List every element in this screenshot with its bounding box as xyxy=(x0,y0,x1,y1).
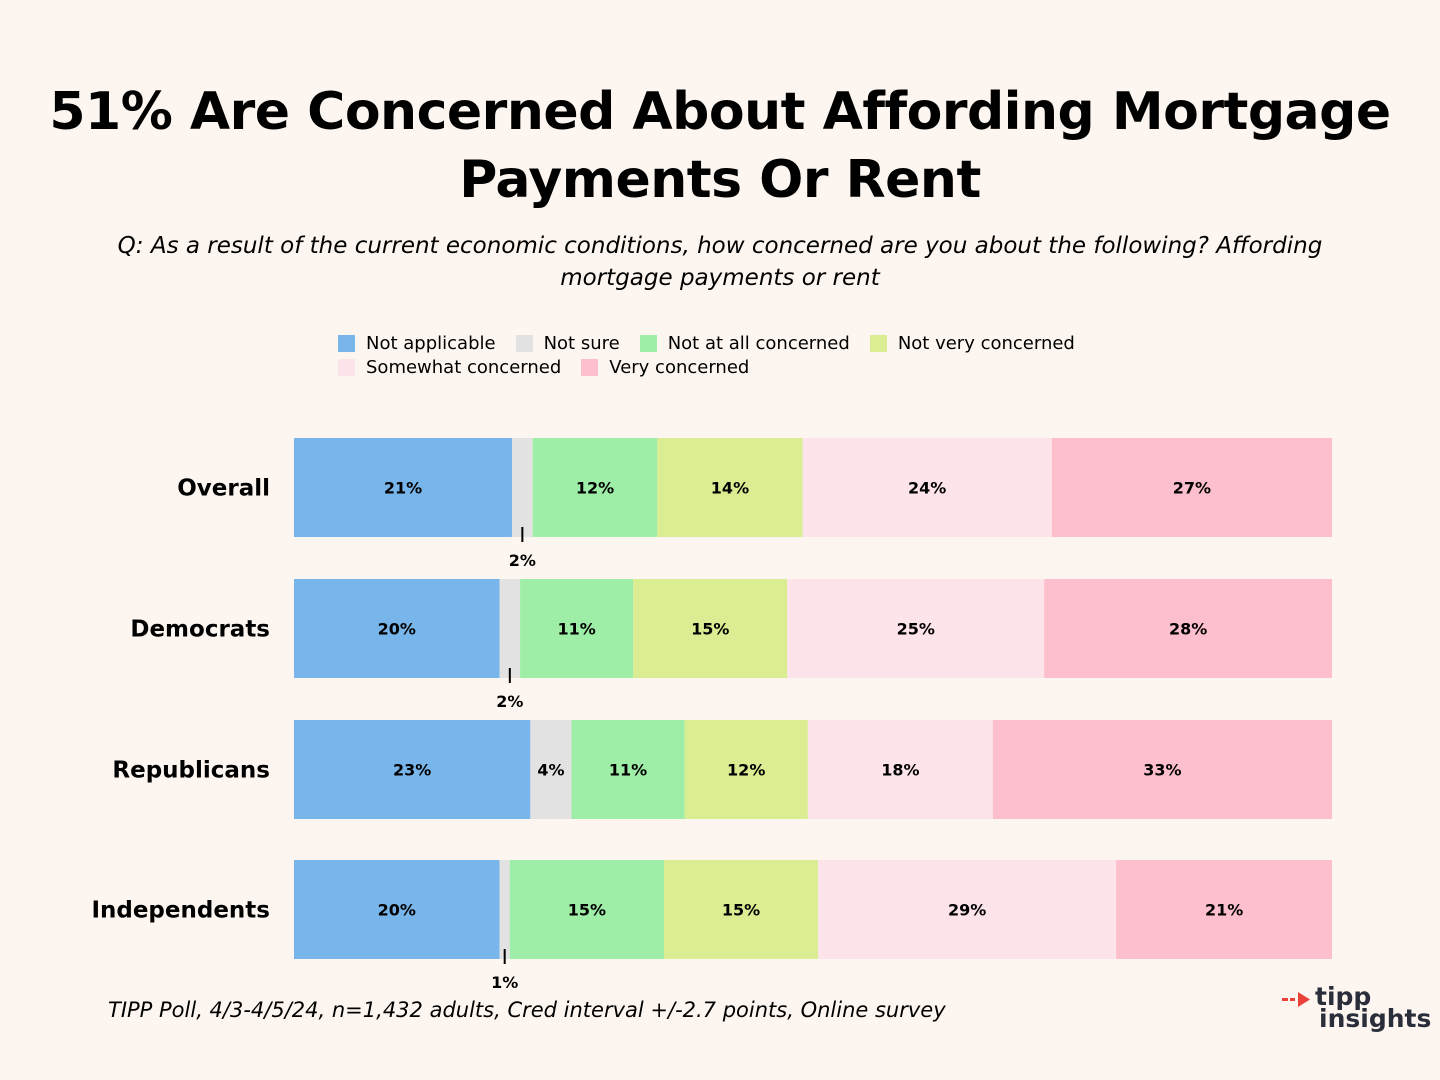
bar-segment xyxy=(633,579,788,678)
legend-swatch xyxy=(869,334,887,352)
bar-segment xyxy=(802,438,1052,537)
chart-title-line2: Payments Or Rent xyxy=(459,150,981,210)
bar-segment xyxy=(499,860,510,959)
data-label: 18% xyxy=(881,761,919,780)
bar-segment xyxy=(663,860,819,959)
data-label: 2% xyxy=(496,692,523,711)
logo-text-insights: insights xyxy=(1319,1004,1432,1033)
data-label: 20% xyxy=(378,901,416,920)
legend-item: Not sure xyxy=(515,332,620,354)
bar-segment xyxy=(818,860,1117,959)
legend-label: Somewhat concerned xyxy=(366,356,562,378)
source-footnote: TIPP Poll, 4/3-4/5/24, n=1,432 adults, C… xyxy=(108,998,946,1022)
bar-segment xyxy=(532,438,658,537)
bar-segment xyxy=(294,720,531,819)
bar-segment xyxy=(520,579,634,678)
data-label: 12% xyxy=(727,761,765,780)
data-label: 14% xyxy=(711,479,749,498)
chart-title: 51% Are Concerned About Affording Mortga… xyxy=(0,78,1440,214)
bar-segment xyxy=(1116,860,1332,959)
legend-label: Not applicable xyxy=(366,332,496,354)
bar-segment xyxy=(511,438,533,537)
bar-segment xyxy=(294,860,500,959)
legend-swatch xyxy=(515,334,533,352)
legend-swatch xyxy=(338,358,355,376)
bar-segment xyxy=(684,720,808,819)
category-label: Independents xyxy=(91,898,270,924)
legend-swatch xyxy=(338,334,355,352)
legend-label: Very concerned xyxy=(609,356,750,378)
bar-segment xyxy=(1044,579,1332,678)
data-label: 11% xyxy=(557,620,595,639)
data-label: 12% xyxy=(576,479,614,498)
chart-title-line1: 51% Are Concerned About Affording Mortga… xyxy=(49,82,1391,142)
bar-segment xyxy=(807,720,993,819)
bar-segment xyxy=(499,579,521,678)
bar-segment xyxy=(571,720,685,819)
bar-segment xyxy=(657,438,803,537)
category-label: Democrats xyxy=(130,617,270,643)
data-label: 33% xyxy=(1143,761,1181,780)
bar-segment xyxy=(530,720,572,819)
data-label: 15% xyxy=(691,620,729,639)
logo-arrow-icon xyxy=(1282,992,1310,1007)
legend-label: Not at all concerned xyxy=(667,332,850,354)
bar-segment xyxy=(294,579,500,678)
category-label: Republicans xyxy=(112,758,270,784)
data-label: 20% xyxy=(378,620,416,639)
data-label: 4% xyxy=(537,761,564,780)
data-label: 21% xyxy=(1205,901,1243,920)
legend-item: Very concerned xyxy=(581,356,750,378)
legend-item: Not at all concerned xyxy=(639,332,850,354)
chart-legend: Not applicable Not sure Not at all concern… xyxy=(338,332,1338,378)
bar-segment xyxy=(509,860,664,959)
data-label: 1% xyxy=(491,973,518,992)
survey-question-line1: Q: As a result of the current economic c… xyxy=(117,233,1323,259)
bar-segment xyxy=(1051,438,1332,537)
survey-question: Q: As a result of the current economic c… xyxy=(60,230,1380,294)
data-label: 15% xyxy=(722,901,760,920)
data-label: 23% xyxy=(393,761,431,780)
data-label: 21% xyxy=(384,479,422,498)
legend-item: Somewhat concerned xyxy=(338,356,562,378)
brand-logo: tipp insights xyxy=(1278,982,1432,1040)
bar-segment xyxy=(787,579,1045,678)
legend-swatch xyxy=(581,358,599,376)
legend-item: Not applicable xyxy=(338,332,496,354)
bar-segment xyxy=(992,720,1332,819)
legend-item: Not very concerned xyxy=(869,332,1075,354)
legend-label: Not very concerned xyxy=(897,332,1075,354)
data-label: 2% xyxy=(509,551,536,570)
data-label: 11% xyxy=(609,761,647,780)
data-label: 24% xyxy=(908,479,946,498)
data-label: 29% xyxy=(948,901,986,920)
data-label: 28% xyxy=(1169,620,1207,639)
legend-label: Not sure xyxy=(543,332,620,354)
legend-swatch xyxy=(639,334,657,352)
data-label: 27% xyxy=(1173,479,1211,498)
data-label: 25% xyxy=(897,620,935,639)
category-label: Overall xyxy=(177,476,270,502)
bar-segment xyxy=(294,438,512,537)
data-label: 15% xyxy=(568,901,606,920)
survey-question-line2: mortgage payments or rent xyxy=(560,265,880,291)
logo-text-tipp: tipp xyxy=(1315,982,1372,1011)
